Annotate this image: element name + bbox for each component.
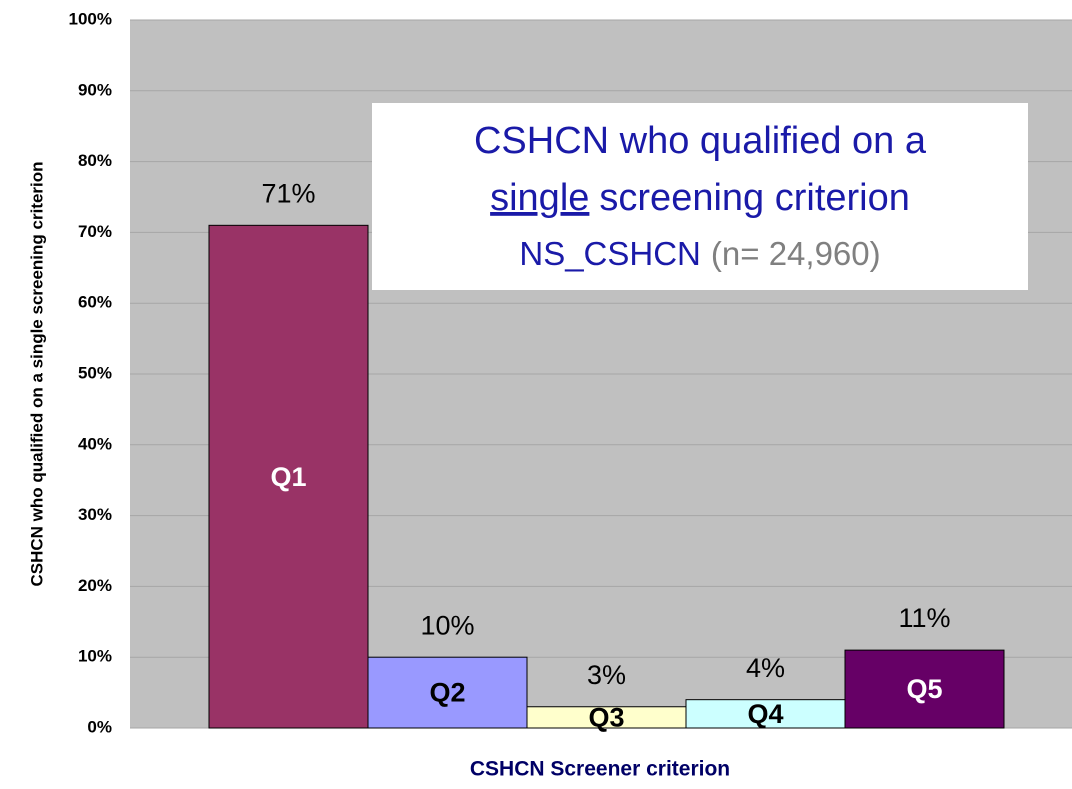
y-tick-label: 60% <box>78 293 112 312</box>
annotation-emphasis: single <box>490 177 589 219</box>
value-label: 4% <box>746 653 785 683</box>
y-tick-label: 20% <box>78 576 112 595</box>
y-tick-label: 80% <box>78 151 112 170</box>
bar <box>685 699 846 729</box>
category-label: Q1 <box>270 462 306 492</box>
bar <box>844 649 1005 729</box>
y-axis-label: CSHCN who qualified on a single screenin… <box>27 161 46 586</box>
bar <box>208 224 369 729</box>
annotation-line: single screening criterion <box>490 177 910 219</box>
value-label: 71% <box>261 178 315 208</box>
value-label: 3% <box>587 660 626 690</box>
y-tick-label: 10% <box>78 647 112 666</box>
y-tick-label: 70% <box>78 222 112 241</box>
y-tick-label: 0% <box>87 717 112 736</box>
annotation-text: NS_CSHCN <box>519 235 701 272</box>
annotation-note: (n= 24,960) <box>711 235 881 272</box>
value-label: 10% <box>420 610 474 640</box>
category-label: Q5 <box>906 674 942 704</box>
bar <box>367 656 528 729</box>
annotation-text: screening criterion <box>599 177 909 219</box>
y-tick-label: 90% <box>78 80 112 99</box>
annotation-line: CSHCN who qualified on a <box>474 120 927 162</box>
y-tick-label: 50% <box>78 363 112 382</box>
value-label: 11% <box>898 603 950 633</box>
category-label: Q3 <box>588 703 624 733</box>
y-tick-label: 30% <box>78 505 112 524</box>
bars <box>208 224 1005 729</box>
annotation-box <box>372 103 1028 290</box>
y-tick-label: 40% <box>78 434 112 453</box>
y-tick-label: 100% <box>69 9 112 28</box>
category-label: Q4 <box>747 699 783 729</box>
annotation-line: NS_CSHCN (n= 24,960) <box>519 235 880 272</box>
category-label: Q2 <box>429 678 465 708</box>
x-axis-label: CSHCN Screener criterion <box>470 758 730 781</box>
